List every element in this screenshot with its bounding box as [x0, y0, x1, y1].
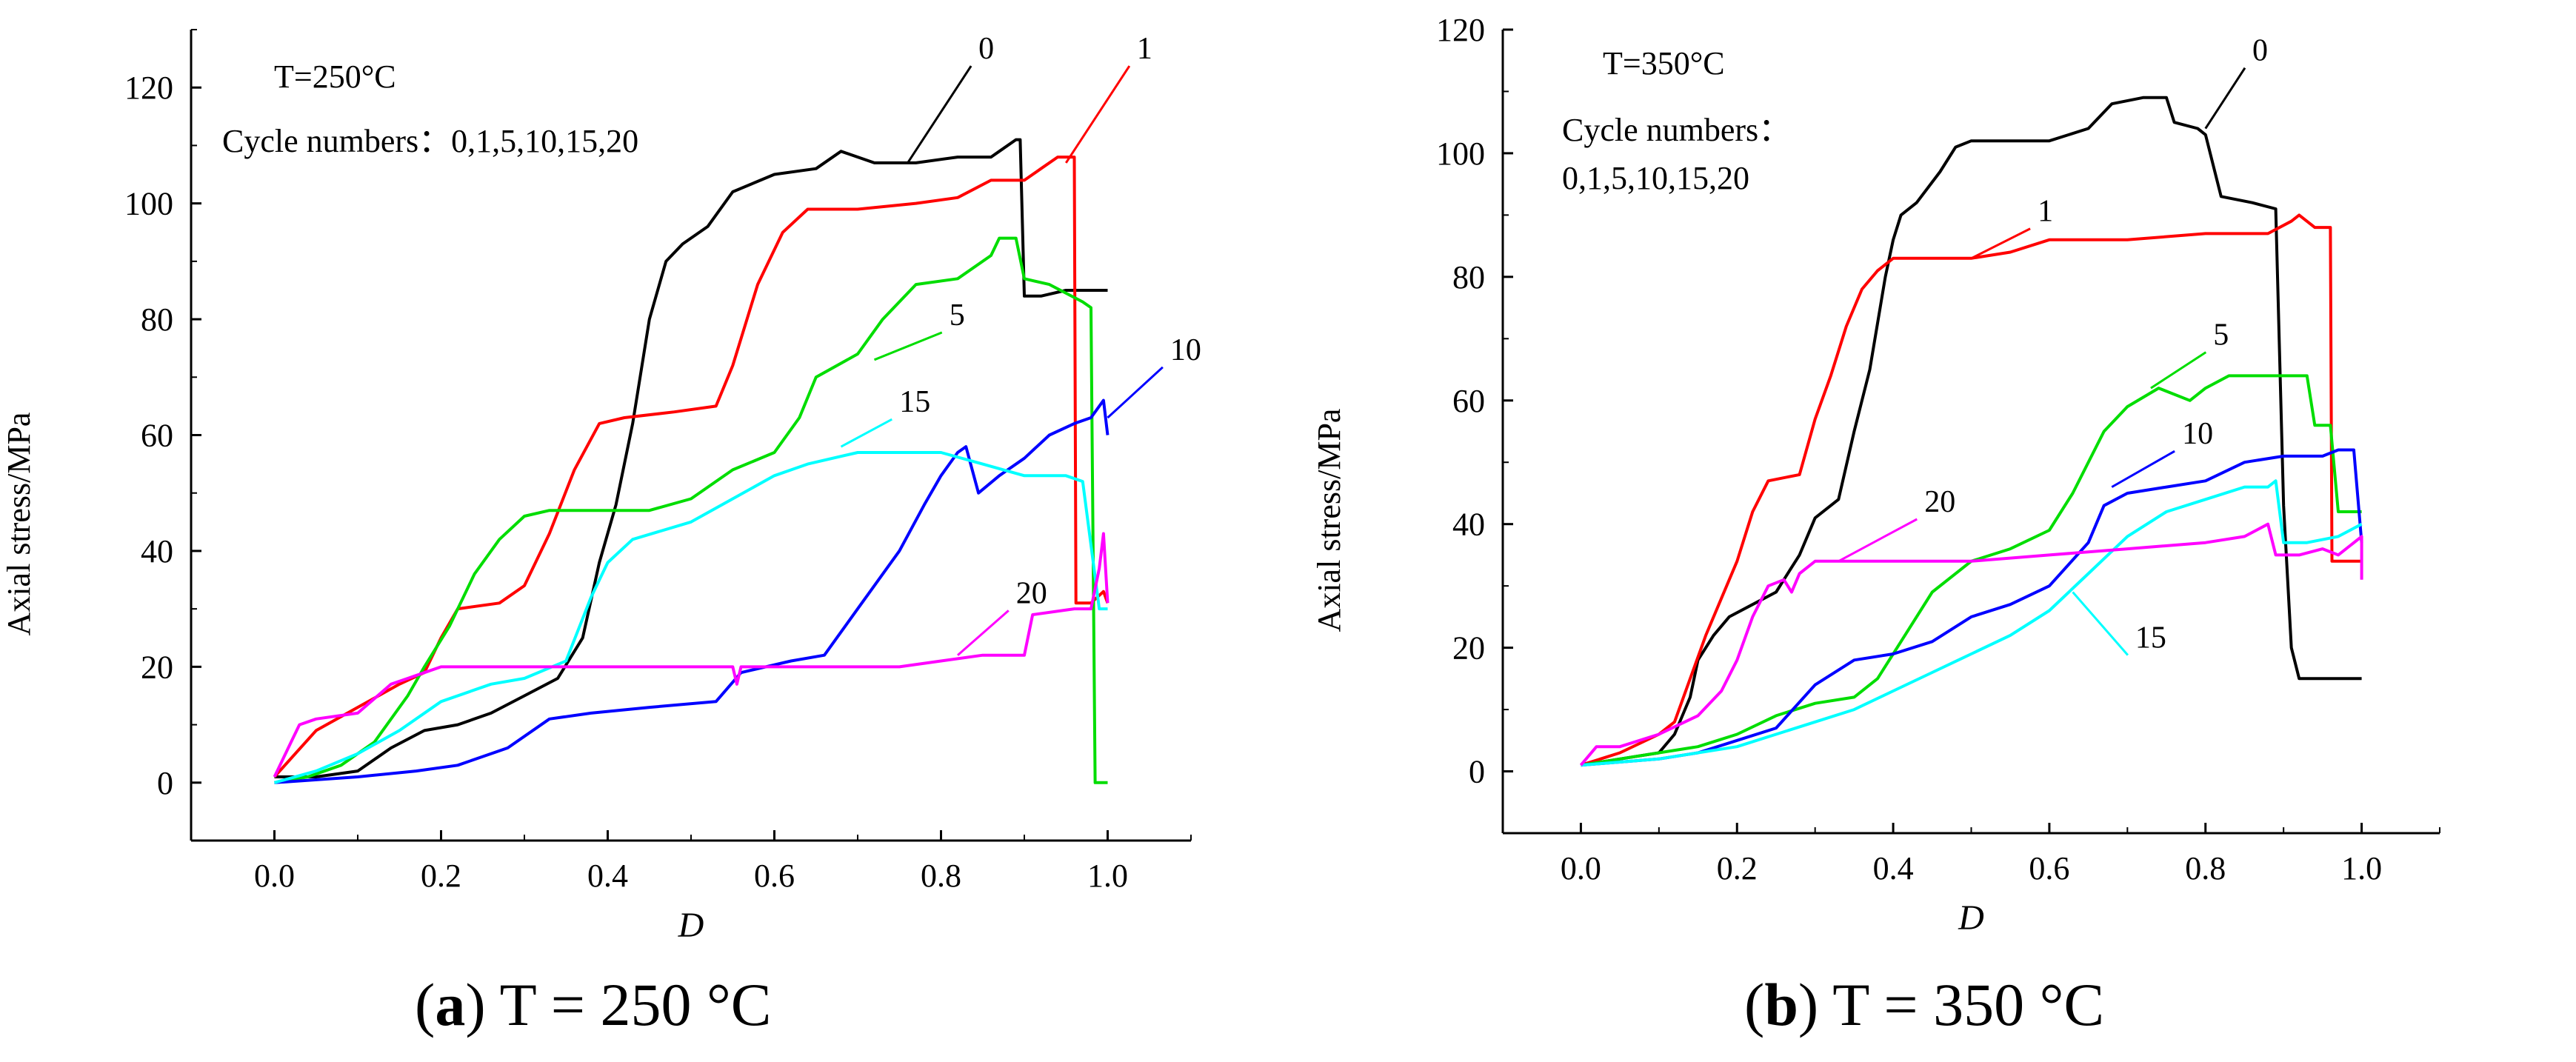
series-leader-0 — [907, 65, 972, 164]
y-axis-label: Axial stress/MPa — [1311, 409, 1347, 632]
y-tick-label: 60 — [141, 418, 173, 454]
caption-b-text: T = 350 °C — [1832, 971, 2105, 1038]
series-leader-5 — [2150, 351, 2207, 390]
series-label-15: 15 — [2135, 621, 2166, 655]
series-label-5: 5 — [950, 298, 965, 333]
y-tick-label: 120 — [124, 70, 173, 106]
series-leader-1 — [1970, 227, 2031, 260]
series-line-20 — [273, 532, 1110, 778]
annotation-text: T=250°C — [274, 59, 396, 95]
series-leader-10 — [1107, 366, 1164, 419]
y-tick-label: 80 — [141, 301, 173, 338]
y-tick-label: 40 — [1452, 507, 1485, 543]
series-leader-15 — [840, 418, 892, 448]
y-tick-label: 120 — [1436, 12, 1485, 48]
annotation-text: T=350°C — [1603, 45, 1725, 81]
series-line-15 — [273, 451, 1108, 784]
x-tick-label: 1.0 — [1087, 858, 1128, 894]
x-tick-label: 1.0 — [2341, 850, 2382, 886]
series-label-0: 0 — [978, 32, 994, 66]
y-tick-label: 60 — [1452, 383, 1485, 419]
y-tick-label: 80 — [1452, 259, 1485, 295]
series-leader-1 — [1064, 65, 1131, 164]
series-line-5 — [1581, 374, 2362, 767]
caption-a-text: T = 250 °C — [499, 971, 772, 1038]
y-axis-label: Axial stress/MPa — [1, 413, 37, 636]
series-label-5: 5 — [2213, 318, 2229, 353]
x-tick-label: 0.4 — [1873, 850, 1914, 886]
series-leader-5 — [873, 331, 943, 361]
series-line-1 — [1580, 213, 2362, 767]
series-label-0: 0 — [2252, 34, 2268, 68]
series-line-10 — [274, 398, 1110, 784]
series-line-10 — [1581, 448, 2363, 767]
series-line-20 — [1579, 522, 2363, 767]
series-line-0 — [274, 138, 1108, 778]
caption-b-tag: b — [1764, 971, 1798, 1038]
x-tick-label: 0.6 — [2029, 850, 2069, 886]
y-tick-label: 0 — [157, 765, 173, 801]
series-leader-10 — [2111, 450, 2175, 488]
x-tick-label: 0.2 — [1717, 850, 1758, 886]
series-line-15 — [1581, 479, 2363, 767]
y-tick-label: 20 — [141, 649, 173, 685]
x-tick-label: 0.2 — [421, 858, 461, 894]
y-tick-label: 100 — [1436, 136, 1485, 172]
x-tick-label: 0.4 — [587, 858, 628, 894]
series-leader-15 — [2072, 591, 2129, 656]
y-tick-label: 0 — [1469, 754, 1485, 790]
series-line-1 — [273, 156, 1110, 778]
series-leader-0 — [2204, 67, 2246, 130]
annotation-text: Cycle numbers： — [1562, 112, 1791, 148]
series-leader-20 — [1838, 518, 1918, 563]
y-tick-label: 100 — [124, 186, 173, 222]
series-label-15: 15 — [899, 385, 930, 419]
x-tick-label: 0.6 — [754, 858, 795, 894]
x-axis-label: D — [678, 906, 704, 945]
annotation-text: 0,1,5,10,15,20 — [1562, 160, 1749, 196]
x-tick-label: 0.0 — [254, 858, 295, 894]
caption-a: (a) T = 250 °C — [415, 971, 772, 1038]
x-tick-label: 0.8 — [2185, 850, 2226, 886]
x-tick-label: 0.0 — [1561, 850, 1601, 886]
series-label-20: 20 — [1016, 576, 1047, 610]
series-label-10: 10 — [2182, 417, 2213, 451]
caption-a-tag: a — [435, 971, 466, 1038]
series-leader-20 — [957, 610, 1010, 656]
series-label-20: 20 — [1924, 485, 1955, 519]
x-axis-label: D — [1958, 898, 1984, 938]
series-label-1: 1 — [2038, 195, 2053, 229]
y-tick-label: 40 — [141, 533, 173, 570]
annotation-text: Cycle numbers：0,1,5,10,15,20 — [222, 123, 638, 159]
series-label-1: 1 — [1137, 32, 1152, 66]
caption-b: (b) T = 350 °C — [1744, 971, 2105, 1038]
y-tick-label: 20 — [1452, 630, 1485, 667]
series-label-10: 10 — [1170, 333, 1201, 367]
series-line-0 — [1581, 96, 2362, 767]
series-line-5 — [274, 236, 1108, 784]
x-tick-label: 0.8 — [921, 858, 961, 894]
